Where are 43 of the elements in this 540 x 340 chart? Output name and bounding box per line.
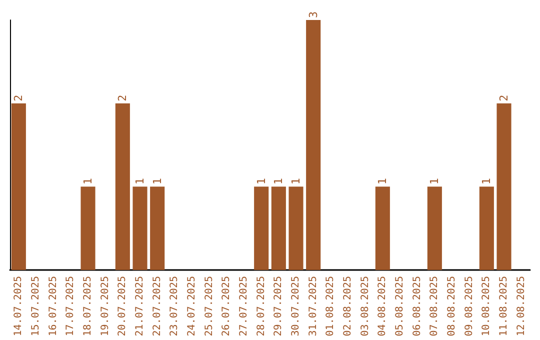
x-tick-label: 18.07.2025 [82,276,94,336]
x-tick-label: 28.07.2025 [256,276,267,336]
x-tick-label: 02.08.2025 [342,276,354,336]
data-label: 1 [428,178,442,185]
x-tick-label: 21.07.2025 [134,276,146,336]
data-label: 1 [254,178,268,185]
x-tick-label: 17.07.2025 [65,276,76,336]
x-tick-label: 04.08.2025 [377,276,388,336]
x-tick-label: 31.07.2025 [308,276,319,336]
x-tick-label: 19.07.2025 [100,276,111,336]
x-tick-label: 30.07.2025 [290,276,302,336]
x-tick-label: 20.07.2025 [117,276,128,336]
x-tick-label: 07.08.2025 [429,276,440,336]
x-tick-label: 01.08.2025 [325,276,336,336]
x-tick-label: 08.08.2025 [446,276,458,336]
data-label: 1 [480,178,494,185]
data-label: 2 [116,94,130,102]
x-tick-label: 25.07.2025 [204,276,215,336]
x-tick-label: 03.08.2025 [360,276,371,336]
data-label: 1 [150,178,164,185]
x-tick-label: 16.07.2025 [48,276,59,336]
x-tick-label: 24.07.2025 [186,276,198,336]
x-tick-label: 11.08.2025 [498,276,510,336]
x-tick-label: 29.07.2025 [273,276,284,336]
data-label: 1 [290,178,302,185]
data-label: 1 [376,178,390,185]
x-tick-label: 27.07.2025 [238,276,250,336]
data-label: 1 [134,178,146,185]
data-label: 3 [306,11,320,18]
data-label: 1 [272,178,286,185]
data-label: 2 [12,94,26,102]
x-tick-label: 06.08.2025 [412,276,423,336]
x-tick-label: 09.08.2025 [464,276,475,336]
x-tick-label: 05.08.2025 [394,276,406,336]
x-tick-label: 22.07.2025 [152,276,163,336]
x-tick-label: 23.07.2025 [169,276,180,336]
x-tick-label: 10.08.2025 [481,276,492,336]
data-label: 1 [82,178,94,185]
x-tick-label: 14.07.2025 [13,276,24,336]
x-tick-label: 15.07.2025 [30,276,42,336]
x-tick-label: 12.08.2025 [516,276,527,336]
data-label: 2 [498,94,510,102]
x-tick-label: 26.07.2025 [221,276,232,336]
